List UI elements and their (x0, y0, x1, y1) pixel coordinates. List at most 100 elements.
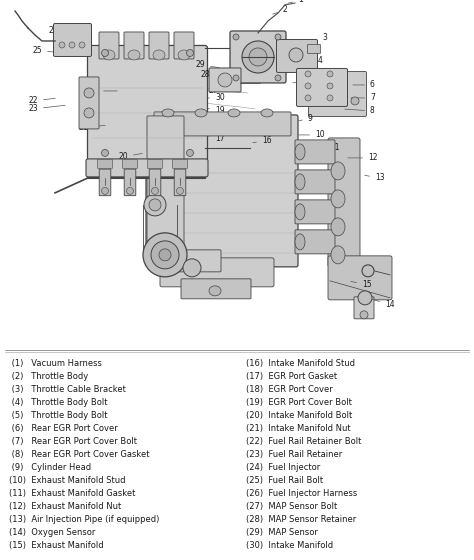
Text: (4)   Throttle Body Bolt: (4) Throttle Body Bolt (9, 398, 108, 407)
Text: 28: 28 (201, 71, 222, 80)
Ellipse shape (159, 249, 171, 261)
Ellipse shape (149, 199, 161, 211)
Ellipse shape (69, 42, 75, 48)
FancyBboxPatch shape (328, 138, 360, 267)
Text: (20)  Intake Manifold Bolt: (20) Intake Manifold Bolt (246, 411, 353, 420)
Text: (22)  Fuel Rail Retainer Bolt: (22) Fuel Rail Retainer Bolt (246, 437, 362, 446)
Text: (3)   Throttle Cable Bracket: (3) Throttle Cable Bracket (9, 385, 127, 394)
Text: (26)  Fuel Injector Harness: (26) Fuel Injector Harness (246, 489, 358, 498)
Ellipse shape (152, 188, 158, 194)
Ellipse shape (275, 34, 281, 40)
Ellipse shape (176, 188, 183, 194)
Text: 13: 13 (365, 174, 384, 183)
FancyBboxPatch shape (209, 68, 241, 92)
Text: (27)  MAP Sensor Bolt: (27) MAP Sensor Bolt (246, 502, 338, 511)
Ellipse shape (128, 50, 140, 60)
Text: 11: 11 (313, 143, 339, 152)
FancyBboxPatch shape (308, 44, 320, 53)
FancyBboxPatch shape (337, 258, 361, 282)
FancyBboxPatch shape (149, 169, 161, 195)
Text: 10: 10 (299, 130, 325, 139)
Ellipse shape (195, 109, 207, 117)
Text: (16)  Intake Manifold Stud: (16) Intake Manifold Stud (246, 359, 356, 368)
FancyBboxPatch shape (354, 297, 374, 319)
FancyBboxPatch shape (86, 159, 208, 177)
FancyBboxPatch shape (160, 258, 274, 287)
Ellipse shape (295, 204, 305, 220)
Ellipse shape (360, 311, 368, 319)
FancyBboxPatch shape (328, 256, 392, 300)
Text: (6)   Rear EGR Port Cover: (6) Rear EGR Port Cover (9, 424, 118, 433)
Text: 24: 24 (88, 86, 117, 95)
Text: (5)   Throttle Body Bolt: (5) Throttle Body Bolt (9, 411, 108, 420)
Text: 1: 1 (288, 0, 303, 4)
Ellipse shape (351, 97, 359, 105)
Ellipse shape (84, 108, 94, 118)
Text: 14: 14 (371, 298, 395, 309)
Text: 26: 26 (48, 26, 85, 35)
Text: 16: 16 (253, 137, 272, 146)
Text: 7: 7 (351, 94, 375, 102)
Text: 30: 30 (208, 94, 225, 102)
Ellipse shape (143, 233, 187, 277)
Ellipse shape (331, 190, 345, 208)
Text: 15: 15 (351, 281, 372, 290)
Text: (25)  Fuel Rail Bolt: (25) Fuel Rail Bolt (246, 475, 324, 484)
Text: (29)  MAP Sensor: (29) MAP Sensor (246, 528, 319, 536)
Ellipse shape (101, 49, 109, 57)
FancyBboxPatch shape (124, 169, 136, 195)
Ellipse shape (79, 42, 85, 48)
Text: 8: 8 (345, 106, 375, 115)
FancyBboxPatch shape (173, 160, 188, 169)
FancyBboxPatch shape (98, 160, 112, 169)
Ellipse shape (362, 265, 374, 277)
Ellipse shape (327, 71, 333, 77)
Text: (18)  EGR Port Cover: (18) EGR Port Cover (246, 385, 333, 394)
Text: 12: 12 (348, 153, 377, 162)
Text: (21)  Intake Manifold Nut: (21) Intake Manifold Nut (246, 424, 351, 433)
Ellipse shape (178, 50, 190, 60)
Ellipse shape (295, 234, 305, 250)
Ellipse shape (59, 42, 65, 48)
Text: 21: 21 (79, 123, 105, 132)
Text: (24)  Fuel Injector: (24) Fuel Injector (246, 463, 321, 472)
FancyBboxPatch shape (54, 24, 91, 57)
Ellipse shape (186, 49, 193, 57)
Ellipse shape (242, 41, 274, 73)
FancyBboxPatch shape (297, 68, 347, 106)
Text: 3: 3 (313, 34, 327, 43)
FancyBboxPatch shape (174, 169, 186, 195)
Ellipse shape (305, 95, 311, 101)
FancyBboxPatch shape (122, 160, 137, 169)
Text: 18: 18 (208, 119, 225, 128)
Ellipse shape (162, 109, 174, 117)
Text: (23)  Fuel Rail Retainer: (23) Fuel Rail Retainer (246, 450, 343, 459)
Ellipse shape (144, 194, 166, 216)
Text: (14)  Oxygen Sensor: (14) Oxygen Sensor (9, 528, 96, 536)
Ellipse shape (153, 50, 165, 60)
FancyBboxPatch shape (88, 45, 208, 160)
FancyBboxPatch shape (230, 31, 286, 83)
Ellipse shape (331, 162, 345, 180)
Text: (15)  Exhaust Manifold: (15) Exhaust Manifold (9, 540, 104, 549)
FancyBboxPatch shape (295, 200, 335, 224)
Ellipse shape (209, 286, 221, 296)
Text: (2)   Throttle Body: (2) Throttle Body (9, 372, 89, 381)
FancyBboxPatch shape (146, 115, 298, 267)
Ellipse shape (218, 73, 232, 87)
FancyBboxPatch shape (99, 32, 119, 59)
Text: 5: 5 (293, 77, 325, 86)
Text: 17: 17 (208, 134, 225, 143)
Text: 27: 27 (209, 86, 226, 95)
Ellipse shape (101, 188, 109, 194)
Text: (12)  Exhaust Manifold Nut: (12) Exhaust Manifold Nut (9, 502, 122, 511)
FancyBboxPatch shape (99, 169, 111, 195)
Text: 6: 6 (353, 81, 375, 90)
Ellipse shape (305, 71, 311, 77)
Ellipse shape (103, 50, 115, 60)
Text: 22: 22 (28, 96, 55, 105)
Ellipse shape (327, 83, 333, 89)
Ellipse shape (289, 48, 303, 62)
Ellipse shape (327, 95, 333, 101)
Ellipse shape (261, 109, 273, 117)
